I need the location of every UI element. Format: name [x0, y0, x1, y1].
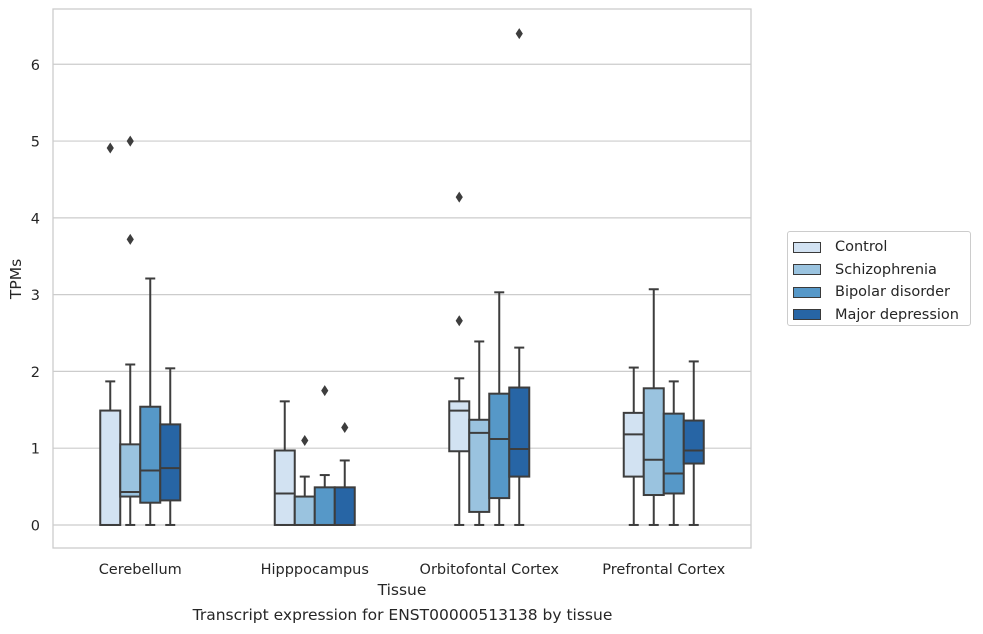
box-plot: [313, 385, 336, 526]
legend-label: Bipolar disorder: [835, 284, 950, 301]
y-tick-labels: 0 1 2 3 4 5 6: [31, 58, 40, 535]
y-tick-label: 4: [31, 211, 40, 227]
box: [448, 400, 471, 453]
box: [682, 419, 705, 465]
y-tick-label: 1: [31, 442, 40, 458]
box: [333, 486, 356, 526]
legend-item-major-depression: Major depression: [793, 304, 970, 327]
box: [508, 386, 531, 478]
outlier-point: [515, 28, 523, 40]
box-plot: [139, 277, 162, 526]
outlier-point: [126, 135, 134, 147]
y-tick-label: 3: [31, 288, 40, 304]
box: [642, 387, 665, 497]
outlier-point: [126, 233, 134, 245]
outlier-point: [341, 421, 349, 433]
outlier-point: [106, 142, 114, 154]
outlier-point: [301, 435, 309, 447]
box: [488, 392, 511, 500]
y-axis-label: TPMs: [7, 259, 25, 300]
box: [119, 443, 142, 498]
legend: Control Schizophrenia Bipolar disorder M…: [787, 231, 971, 326]
box-plot: [448, 191, 471, 526]
x-tick-labels: Cerebellum Hipppocampus Orbitofontal Corte…: [99, 562, 726, 578]
box-plot: [622, 366, 645, 526]
legend-item-control: Control: [793, 236, 970, 259]
x-axis-label: Tissue: [377, 581, 427, 599]
box-plot: [119, 135, 142, 526]
x-tick-label: Prefrontal Cortex: [602, 562, 725, 578]
box-plot: [642, 288, 665, 526]
x-tick-label: Hipppocampus: [261, 562, 369, 578]
box-plot: [508, 28, 531, 526]
box: [313, 486, 336, 526]
box: [273, 449, 296, 526]
box-plot: [293, 435, 316, 526]
y-tick-label: 2: [31, 365, 40, 381]
plot-frame: [52, 8, 752, 549]
box: [99, 409, 122, 526]
box: [622, 411, 645, 478]
y-tick-label: 0: [31, 518, 40, 534]
x-tick-label: Cerebellum: [99, 562, 182, 578]
figure-caption: Transcript expression for ENST0000051313…: [192, 606, 613, 624]
box-plot: [333, 421, 356, 526]
box: [159, 423, 182, 502]
box-plot: [99, 142, 122, 526]
box-plot: [662, 380, 685, 526]
outlier-point: [455, 315, 463, 327]
x-tick-label: Orbitofontal Cortex: [420, 562, 560, 578]
legend-item-schizophrenia: Schizophrenia: [793, 259, 970, 282]
box: [293, 495, 316, 526]
legend-swatch: [793, 309, 821, 321]
y-tick-label: 6: [31, 58, 40, 74]
legend-swatch: [793, 286, 821, 298]
box-plot: [468, 340, 491, 526]
outlier-point: [321, 385, 329, 397]
box-plot: [273, 400, 296, 526]
legend-label: Major depression: [835, 306, 959, 323]
y-tick-label: 5: [31, 135, 40, 151]
box: [139, 405, 162, 504]
box: [662, 412, 685, 495]
legend-label: Control: [835, 239, 888, 256]
box-plot: [159, 367, 182, 526]
legend-item-bipolar-disorder: Bipolar disorder: [793, 281, 970, 304]
box-plot: [488, 291, 511, 526]
legend-swatch: [793, 264, 821, 276]
legend-swatch: [793, 241, 821, 253]
box-plots: [99, 28, 705, 526]
legend-label: Schizophrenia: [835, 261, 937, 278]
box-plot: [682, 360, 705, 526]
outlier-point: [455, 191, 463, 203]
